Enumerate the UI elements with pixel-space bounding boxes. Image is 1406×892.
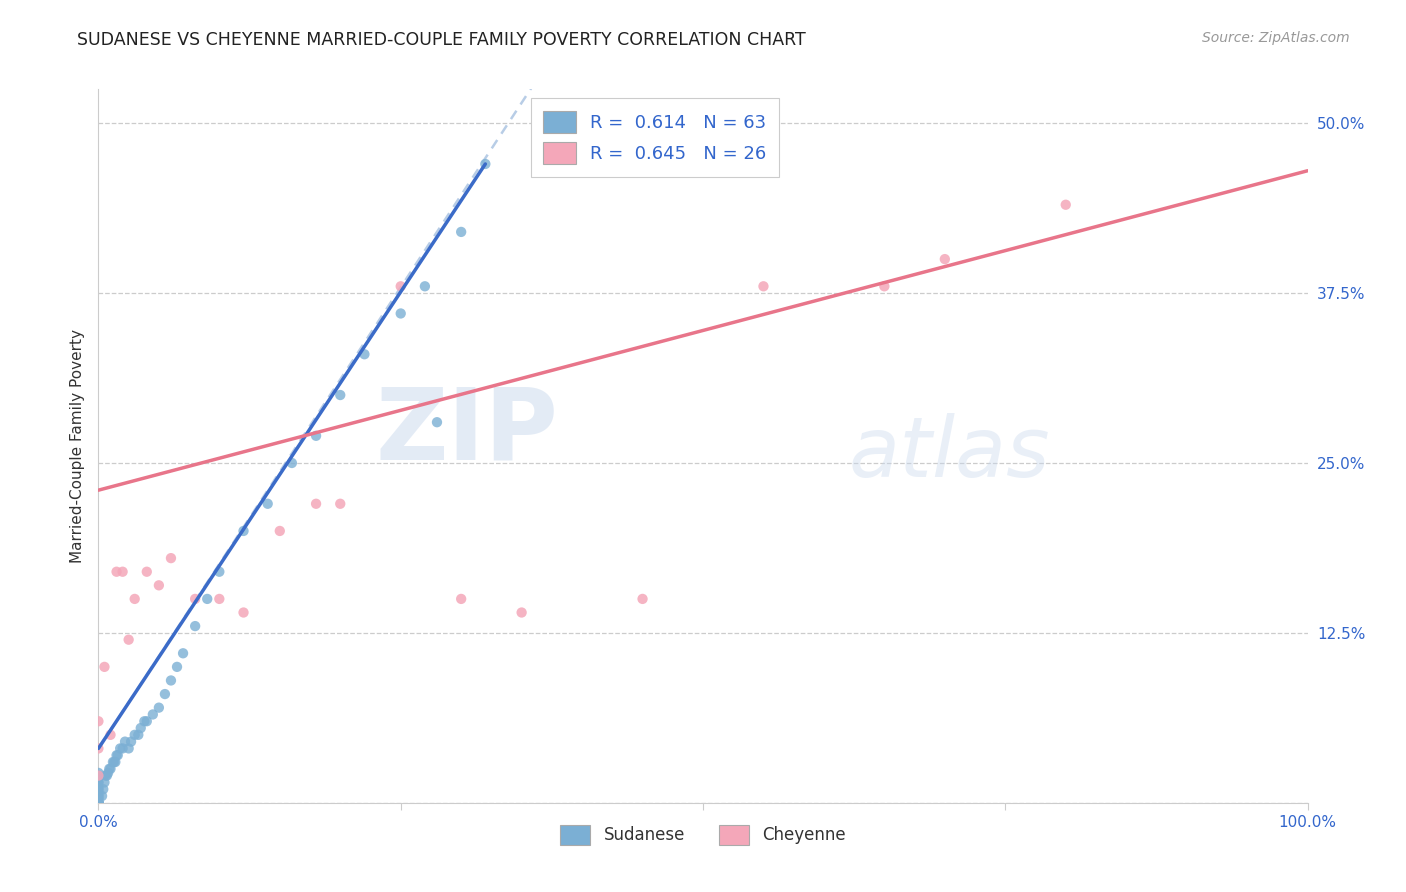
Point <box>87 796 110 810</box>
Point <box>124 591 146 606</box>
Point <box>87 790 110 805</box>
Point <box>208 591 231 606</box>
Point <box>172 646 194 660</box>
Point <box>97 765 120 780</box>
Point <box>108 741 131 756</box>
Point <box>118 741 141 756</box>
Point <box>87 780 110 794</box>
Point <box>87 769 110 783</box>
Point <box>134 714 156 729</box>
Point <box>111 565 134 579</box>
Point <box>184 591 207 606</box>
Point <box>124 728 146 742</box>
Point <box>135 714 157 729</box>
Point <box>87 791 110 805</box>
Text: SUDANESE VS CHEYENNE MARRIED-COUPLE FAMILY POVERTY CORRELATION CHART: SUDANESE VS CHEYENNE MARRIED-COUPLE FAMI… <box>77 31 806 49</box>
Point <box>148 578 170 592</box>
Point <box>87 741 110 756</box>
Point <box>103 755 125 769</box>
Point <box>87 775 110 789</box>
Point <box>87 793 110 807</box>
Point <box>195 591 218 606</box>
Point <box>111 741 134 756</box>
Point <box>87 775 110 789</box>
Point <box>329 497 352 511</box>
Point <box>87 789 110 803</box>
Point <box>256 497 278 511</box>
Point <box>153 687 176 701</box>
Y-axis label: Married-Couple Family Poverty: Married-Couple Family Poverty <box>69 329 84 563</box>
Point <box>353 347 375 361</box>
Point <box>87 769 110 783</box>
Point <box>87 782 110 797</box>
Point <box>142 707 165 722</box>
Point <box>87 796 110 810</box>
Point <box>93 775 115 789</box>
Point <box>87 796 110 810</box>
Point <box>631 591 654 606</box>
Point <box>166 660 188 674</box>
Legend: Sudanese, Cheyenne: Sudanese, Cheyenne <box>554 818 852 852</box>
Point <box>100 762 122 776</box>
Point <box>91 782 114 797</box>
Point <box>104 755 127 769</box>
Point <box>269 524 291 538</box>
Point <box>118 632 141 647</box>
Point <box>96 769 118 783</box>
Point <box>450 591 472 606</box>
Point <box>934 252 956 266</box>
Point <box>93 660 115 674</box>
Point <box>474 157 496 171</box>
Point <box>87 765 110 780</box>
Point <box>426 415 449 429</box>
Point <box>389 279 412 293</box>
Point <box>329 388 352 402</box>
Point <box>100 728 122 742</box>
Point <box>160 551 183 566</box>
Text: atlas: atlas <box>848 413 1050 493</box>
Point <box>120 734 142 748</box>
Text: Source: ZipAtlas.com: Source: ZipAtlas.com <box>1202 31 1350 45</box>
Point <box>873 279 896 293</box>
Point <box>1054 198 1077 212</box>
Point <box>184 619 207 633</box>
Point <box>148 700 170 714</box>
Point <box>305 429 328 443</box>
Text: ZIP: ZIP <box>375 384 558 480</box>
Point <box>87 772 110 786</box>
Point <box>135 565 157 579</box>
Point <box>98 762 121 776</box>
Point <box>87 785 110 799</box>
Point <box>87 788 110 802</box>
Point <box>94 769 117 783</box>
Point <box>232 524 254 538</box>
Point <box>305 497 328 511</box>
Point <box>105 565 128 579</box>
Point <box>101 755 124 769</box>
Point <box>91 789 114 803</box>
Point <box>413 279 436 293</box>
Point <box>510 606 533 620</box>
Point <box>87 796 110 810</box>
Point <box>129 721 152 735</box>
Point <box>87 796 110 810</box>
Point <box>208 565 231 579</box>
Point <box>752 279 775 293</box>
Point <box>232 606 254 620</box>
Point <box>160 673 183 688</box>
Point <box>450 225 472 239</box>
Point <box>107 748 129 763</box>
Point <box>127 728 149 742</box>
Point <box>281 456 304 470</box>
Point <box>114 734 136 748</box>
Point <box>389 306 412 320</box>
Point <box>87 782 110 797</box>
Point <box>105 748 128 763</box>
Point <box>87 796 110 810</box>
Point <box>87 714 110 729</box>
